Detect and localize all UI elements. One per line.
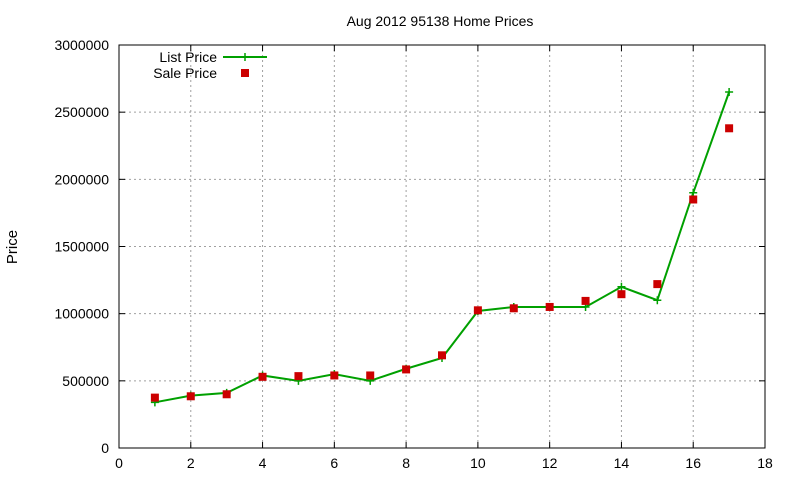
x-tick-label: 0 — [115, 455, 123, 471]
data-point-square — [689, 195, 698, 204]
data-point-square — [545, 302, 554, 311]
legend-swatch-plus — [241, 53, 249, 61]
y-tick-label: 2500000 — [54, 104, 109, 120]
x-tick-label: 4 — [259, 455, 267, 471]
y-tick-label: 500000 — [62, 373, 109, 389]
x-tick-label: 16 — [685, 455, 701, 471]
data-point-square — [150, 393, 159, 402]
data-point-plus — [689, 188, 698, 197]
data-point-square — [438, 351, 446, 360]
plot-area — [150, 88, 734, 407]
data-point-square — [725, 124, 734, 133]
data-point-square — [366, 371, 375, 380]
y-tick-label: 2000000 — [54, 171, 109, 187]
data-point-square — [473, 306, 482, 315]
y-tick-label: 1000000 — [54, 306, 109, 322]
chart-title: Aug 2012 95138 Home Prices — [347, 13, 534, 29]
axes: 0 2 4 6 8 10 12 14 16 18 0 500000 1000000 1500000 2000… — [54, 37, 773, 471]
series-sale-price — [150, 124, 734, 402]
legend-label: Sale Price — [153, 65, 217, 81]
x-tick-label: 14 — [614, 455, 630, 471]
data-point-square — [581, 296, 590, 305]
x-tick-label: 8 — [402, 455, 410, 471]
data-point-plus — [617, 282, 626, 291]
data-point-plus — [725, 88, 734, 97]
x-tick-label: 18 — [757, 455, 773, 471]
data-point-square — [509, 304, 518, 313]
x-tick-label: 6 — [330, 455, 338, 471]
y-tick-label: 0 — [101, 440, 109, 456]
x-tick-label: 12 — [542, 455, 558, 471]
data-point-square — [186, 392, 195, 401]
y-tick-label: 1500000 — [54, 239, 109, 255]
x-tick-label: 10 — [470, 455, 486, 471]
legend-swatch-square — [241, 69, 249, 77]
y-tick-label: 3000000 — [54, 37, 109, 53]
y-axis-label: Price — [4, 230, 21, 264]
data-point-plus — [653, 296, 662, 305]
x-tick-label: 2 — [187, 455, 195, 471]
legend-label: List Price — [159, 49, 217, 65]
data-point-square — [402, 365, 411, 374]
data-point-square — [258, 372, 267, 381]
data-point-square — [222, 390, 231, 399]
data-point-square — [294, 372, 303, 381]
data-point-square — [617, 290, 626, 299]
data-point-square — [330, 371, 339, 380]
data-point-square — [653, 280, 662, 289]
grid — [119, 45, 765, 448]
